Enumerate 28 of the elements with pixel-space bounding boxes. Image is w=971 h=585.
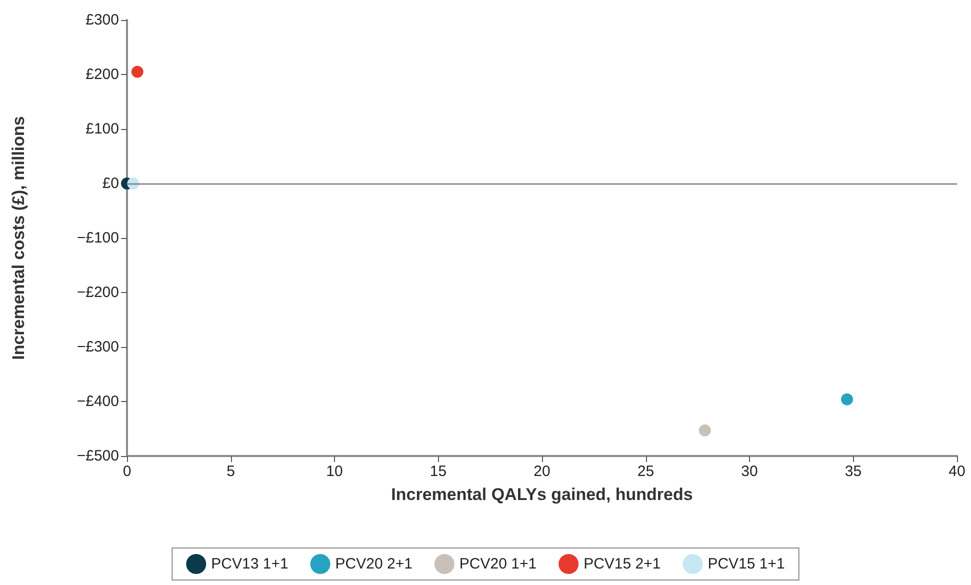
point (698, 424, 711, 436)
x-tick-label: 30 (741, 463, 758, 480)
y-tick-label: £200 (86, 66, 119, 83)
legend-label: PCV13 1+1 (211, 556, 288, 572)
y-tick-label: £300 (86, 12, 119, 28)
x-tick-label: 35 (844, 463, 862, 480)
x-tick-label: 0 (122, 463, 132, 480)
x-tick-label: 5 (226, 463, 235, 480)
y-axis-title: Incremental costs (£), millions (9, 116, 28, 360)
y-tick-label: −£400 (76, 393, 119, 410)
x-tick-label: 10 (326, 463, 343, 480)
x-tick-label: 40 (948, 463, 966, 480)
point (841, 393, 854, 406)
x-axis-title: Incremental QALYs gained, hundreds (391, 485, 693, 504)
y-tick-label: £0 (102, 175, 119, 192)
y-tick-label: −£500 (76, 448, 119, 464)
y-tick-label: −£300 (76, 338, 119, 356)
y-tick-label: −£200 (76, 284, 119, 301)
legend-label: PCV20 1+1 (459, 556, 537, 572)
legend-label: PCV15 1+1 (708, 556, 785, 572)
point (131, 66, 144, 78)
x-tick-label: 20 (534, 463, 550, 480)
legend-label: PCV20 2+1 (335, 556, 412, 572)
legend-label: PCV15 2+1 (584, 556, 661, 572)
y-tick-label: £100 (86, 120, 119, 138)
x-tick-label: 15 (430, 463, 447, 480)
y-tick-label: −£100 (76, 230, 119, 246)
x-tick-label: 25 (637, 463, 654, 480)
